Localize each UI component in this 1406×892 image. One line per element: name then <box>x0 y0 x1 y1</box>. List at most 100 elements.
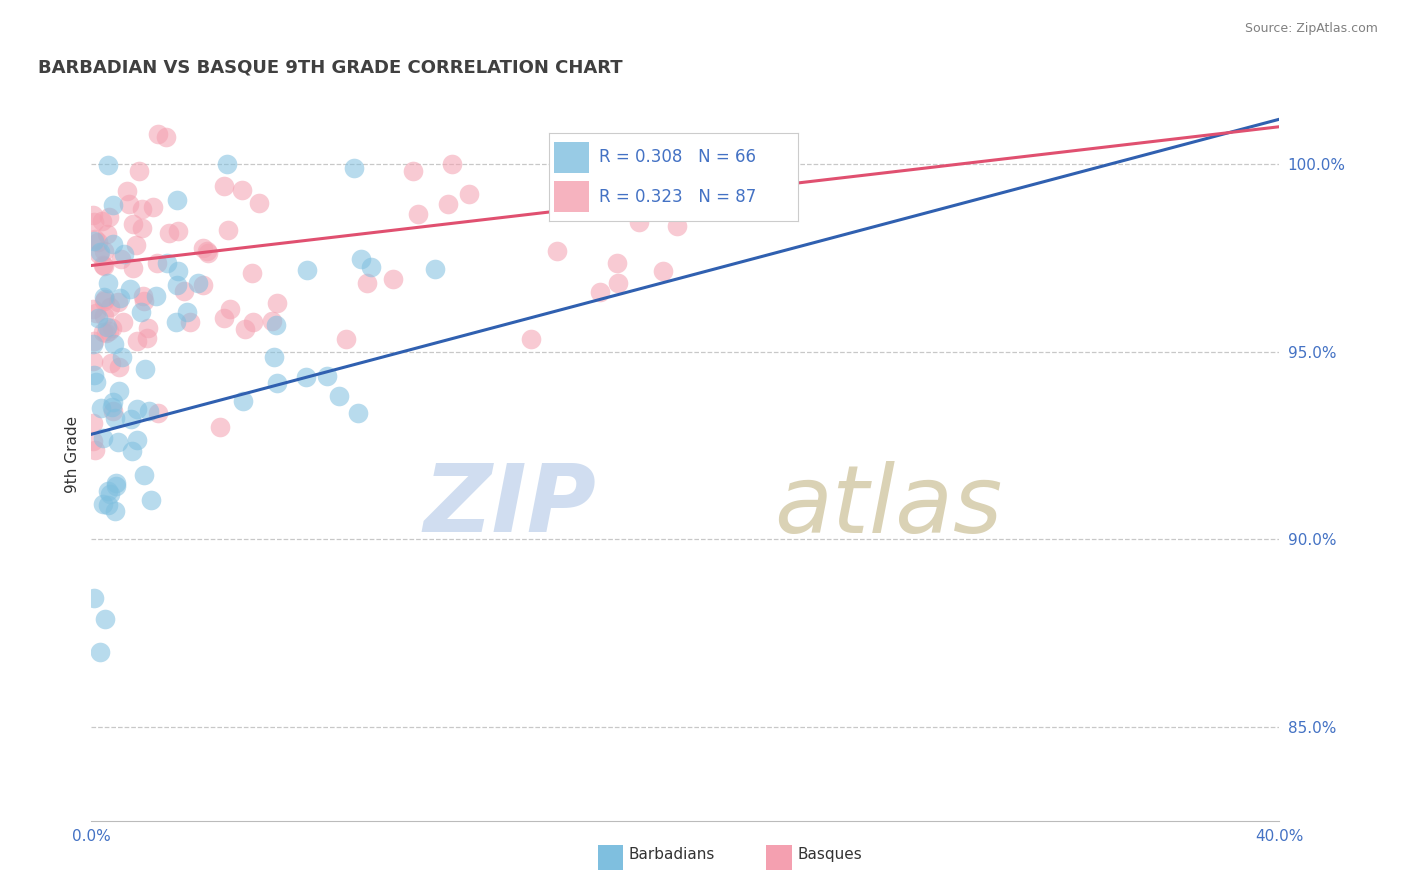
Point <box>82 353 104 368</box>
Point <box>83 334 105 348</box>
Point <box>217 157 239 171</box>
Point <box>110 252 132 267</box>
Point <box>94 326 117 340</box>
Point <box>82 434 104 448</box>
Point <box>103 337 125 351</box>
Point <box>157 227 180 241</box>
Point <box>242 316 264 330</box>
Point <box>100 300 122 314</box>
Point <box>191 241 214 255</box>
Point <box>264 318 287 332</box>
Point <box>607 277 630 291</box>
Point <box>166 278 188 293</box>
Point <box>589 285 612 299</box>
Point <box>93 310 115 324</box>
Point <box>423 262 446 277</box>
Point <box>141 200 163 214</box>
Point <box>82 209 104 223</box>
Point <box>128 164 150 178</box>
Point <box>231 393 253 408</box>
Point <box>155 129 177 144</box>
Point <box>179 315 201 329</box>
Point <box>86 375 108 389</box>
Point <box>93 292 115 306</box>
Point <box>101 321 124 335</box>
Point <box>219 301 242 316</box>
Point <box>627 215 650 229</box>
Point <box>93 258 115 272</box>
Point <box>141 493 163 508</box>
Point <box>89 644 111 658</box>
Point <box>93 294 115 309</box>
Point <box>295 263 318 277</box>
Point <box>266 376 288 390</box>
Point <box>129 304 152 318</box>
Text: Barbadians: Barbadians <box>628 847 714 862</box>
Point <box>146 127 169 141</box>
Point <box>134 294 156 309</box>
Point <box>97 211 120 225</box>
Point <box>96 320 118 334</box>
Point <box>360 260 382 274</box>
Point <box>315 369 337 384</box>
Point <box>165 315 187 329</box>
Point <box>108 384 131 398</box>
Point <box>87 247 110 261</box>
Point <box>266 295 288 310</box>
Point <box>100 356 122 370</box>
Point <box>187 276 209 290</box>
Point <box>132 289 155 303</box>
Point <box>240 266 263 280</box>
Point <box>382 272 405 286</box>
Point <box>263 350 285 364</box>
Point <box>260 314 283 328</box>
Point <box>121 444 143 458</box>
Point <box>131 202 153 217</box>
Point <box>118 282 141 296</box>
Point <box>83 232 105 246</box>
Point <box>112 246 135 260</box>
Point <box>231 182 253 196</box>
Point <box>343 161 366 176</box>
Point <box>108 291 131 305</box>
Point <box>118 197 141 211</box>
Point <box>212 311 235 326</box>
Point <box>93 290 115 304</box>
Point <box>94 612 117 626</box>
Point <box>402 164 425 178</box>
Point <box>101 198 124 212</box>
Point <box>87 235 110 249</box>
Point <box>97 499 120 513</box>
Point <box>82 416 104 430</box>
Point <box>87 311 110 326</box>
Text: BARBADIAN VS BASQUE 9TH GRADE CORRELATION CHART: BARBADIAN VS BASQUE 9TH GRADE CORRELATIO… <box>38 59 623 77</box>
Point <box>208 420 231 434</box>
Point <box>441 157 464 171</box>
Point <box>124 238 146 252</box>
Point <box>107 294 129 309</box>
Point <box>97 158 120 172</box>
Point <box>93 259 115 273</box>
Point <box>546 244 568 258</box>
Point <box>217 222 239 236</box>
Point <box>83 234 105 248</box>
Point <box>82 336 104 351</box>
Point <box>82 302 104 317</box>
Point <box>146 256 169 270</box>
Point <box>97 324 120 338</box>
Point <box>101 401 124 415</box>
Point <box>652 264 675 278</box>
Point <box>328 389 350 403</box>
Point <box>155 255 177 269</box>
Point <box>132 467 155 482</box>
Point <box>83 591 105 605</box>
Point <box>437 197 460 211</box>
Point <box>176 304 198 318</box>
Point <box>83 368 105 382</box>
Point <box>90 401 112 415</box>
Point <box>520 333 543 347</box>
Point <box>295 370 318 384</box>
Point <box>122 217 145 231</box>
Point <box>134 361 156 376</box>
Point <box>121 260 143 275</box>
